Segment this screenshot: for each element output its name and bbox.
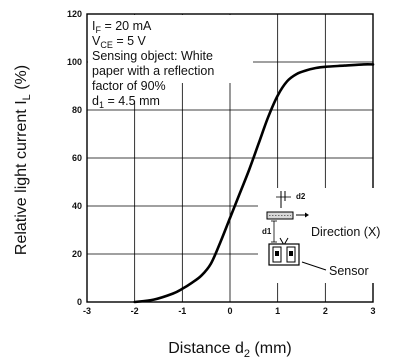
- tick-labels: -3 -2 -1 0 1 2 3 0 20 40 60 80 100 120: [67, 9, 376, 316]
- x-tick-label: -1: [178, 306, 186, 316]
- sensor-detector-chip: [289, 251, 293, 256]
- x-tick-label: 0: [227, 306, 232, 316]
- if-annotation: IF = 20 mA: [92, 19, 152, 35]
- annotation-background-d1: [88, 83, 181, 101]
- sensing-annotation-line2: paper with a reflection: [92, 64, 214, 78]
- series-line: [133, 63, 375, 304]
- d1-annotation: d1 = 4.5 mm: [92, 94, 160, 110]
- y-tick-label: 100: [67, 57, 82, 67]
- d1-label: d1: [262, 227, 272, 236]
- sensor-diagram: d2 d1 Direction (X) Sensor: [258, 188, 380, 283]
- plot-frame: [86, 13, 374, 303]
- x-tick-label: -3: [83, 306, 91, 316]
- y-tick-label: 20: [72, 249, 82, 259]
- direction-arrowhead: [305, 212, 309, 218]
- y-tick-label: 80: [72, 105, 82, 115]
- sensing-annotation-line3: factor of 90%: [92, 79, 166, 93]
- y-tick-label: 0: [77, 297, 82, 307]
- vce-annotation: VCE = 5 V: [92, 34, 147, 50]
- sensor-label: Sensor: [329, 264, 369, 278]
- y-tick-label: 60: [72, 153, 82, 163]
- y-tick-label: 40: [72, 201, 82, 211]
- sensor-emitter-chip: [275, 251, 279, 256]
- x-tick-label: 3: [370, 306, 375, 316]
- paper-object-icon: [266, 211, 294, 220]
- sensor-leader: [301, 261, 327, 271]
- x-tick-label: -2: [131, 306, 139, 316]
- sensing-annotation-line1: Sensing object: White: [92, 49, 213, 63]
- d2-label: d2: [296, 192, 306, 201]
- x-tick-label: 1: [275, 306, 280, 316]
- direction-label: Direction (X): [311, 225, 380, 239]
- y-tick-label: 120: [67, 9, 82, 19]
- x-axis-title: Distance d2 (mm): [168, 340, 291, 358]
- y-axis-title: Relative light current IL (%): [13, 65, 33, 255]
- x-tick-label: 2: [323, 306, 328, 316]
- annotation-background: [88, 15, 253, 83]
